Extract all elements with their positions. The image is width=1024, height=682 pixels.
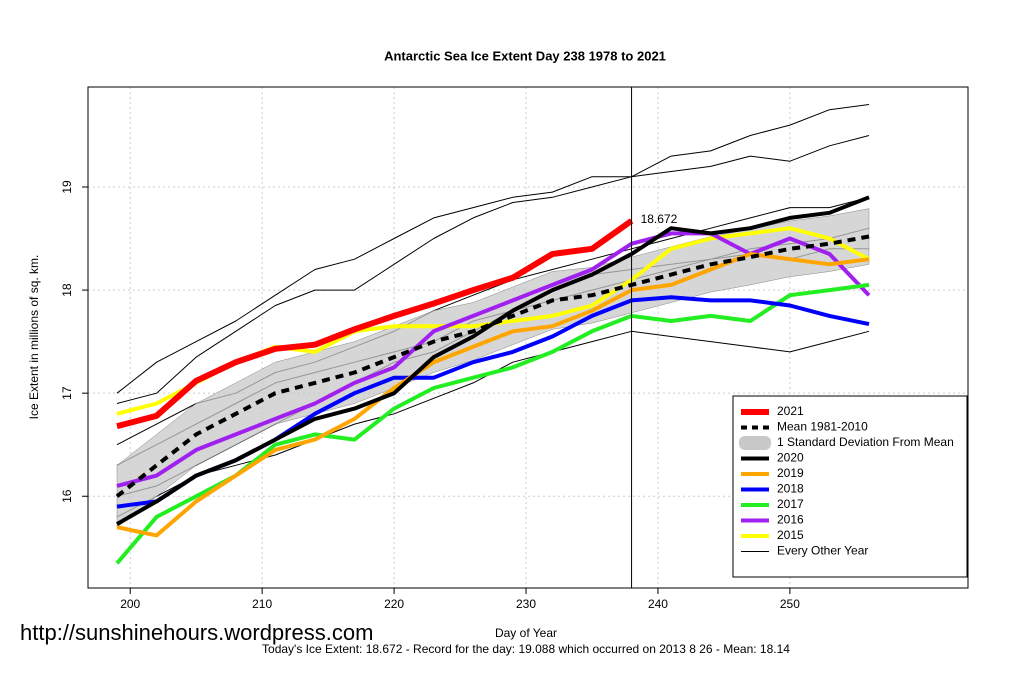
x-tick-label: 210: [252, 597, 272, 611]
plot-frame: [87, 86, 969, 589]
x-tick-label: 220: [384, 597, 404, 611]
legend-box: [732, 395, 968, 578]
legend-label: 1 Standard Deviation From Mean: [777, 435, 954, 449]
x-tick-label: 200: [120, 597, 140, 611]
series-line: [116, 195, 870, 526]
series-line: [115, 234, 870, 498]
legend-label: 2021: [777, 404, 804, 418]
y-axis-label: Ice Extent in millions of sq. km.: [27, 255, 41, 420]
x-tick-label: 250: [780, 597, 800, 611]
annotation: 18.672: [641, 212, 678, 226]
legend-label: 2016: [777, 513, 804, 527]
legend-label: 2019: [777, 466, 804, 480]
legend-label: Mean 1981-2010: [777, 420, 868, 434]
footnote: Today's Ice Extent: 18.672 - Record for …: [262, 642, 790, 656]
x-axis-label: Day of Year: [495, 626, 557, 640]
std-band: [116, 208, 870, 528]
y-tick-label: 17: [60, 386, 74, 400]
series-line: [116, 218, 634, 430]
legend-label: 2015: [777, 528, 804, 542]
other-year-line: [116, 135, 870, 404]
y-tick-label: 16: [60, 489, 74, 503]
legend-label: 2018: [777, 482, 804, 496]
plot-area: [88, 87, 968, 588]
series-line: [116, 231, 871, 488]
legend-label: Every Other Year: [777, 544, 868, 558]
legend-label: 2017: [777, 497, 804, 511]
y-tick-label: 19: [60, 180, 74, 194]
legend-label: 2020: [777, 451, 804, 465]
watermark: http://sunshinehours.wordpress.com: [20, 620, 373, 645]
y-tick-label: 18: [60, 283, 74, 297]
legend-swatch: [739, 436, 771, 450]
other-year-line: [116, 104, 870, 394]
chart-title: Antarctic Sea Ice Extent Day 238 1978 to…: [384, 48, 666, 63]
x-tick-label: 230: [516, 597, 536, 611]
x-tick-label: 240: [648, 597, 668, 611]
